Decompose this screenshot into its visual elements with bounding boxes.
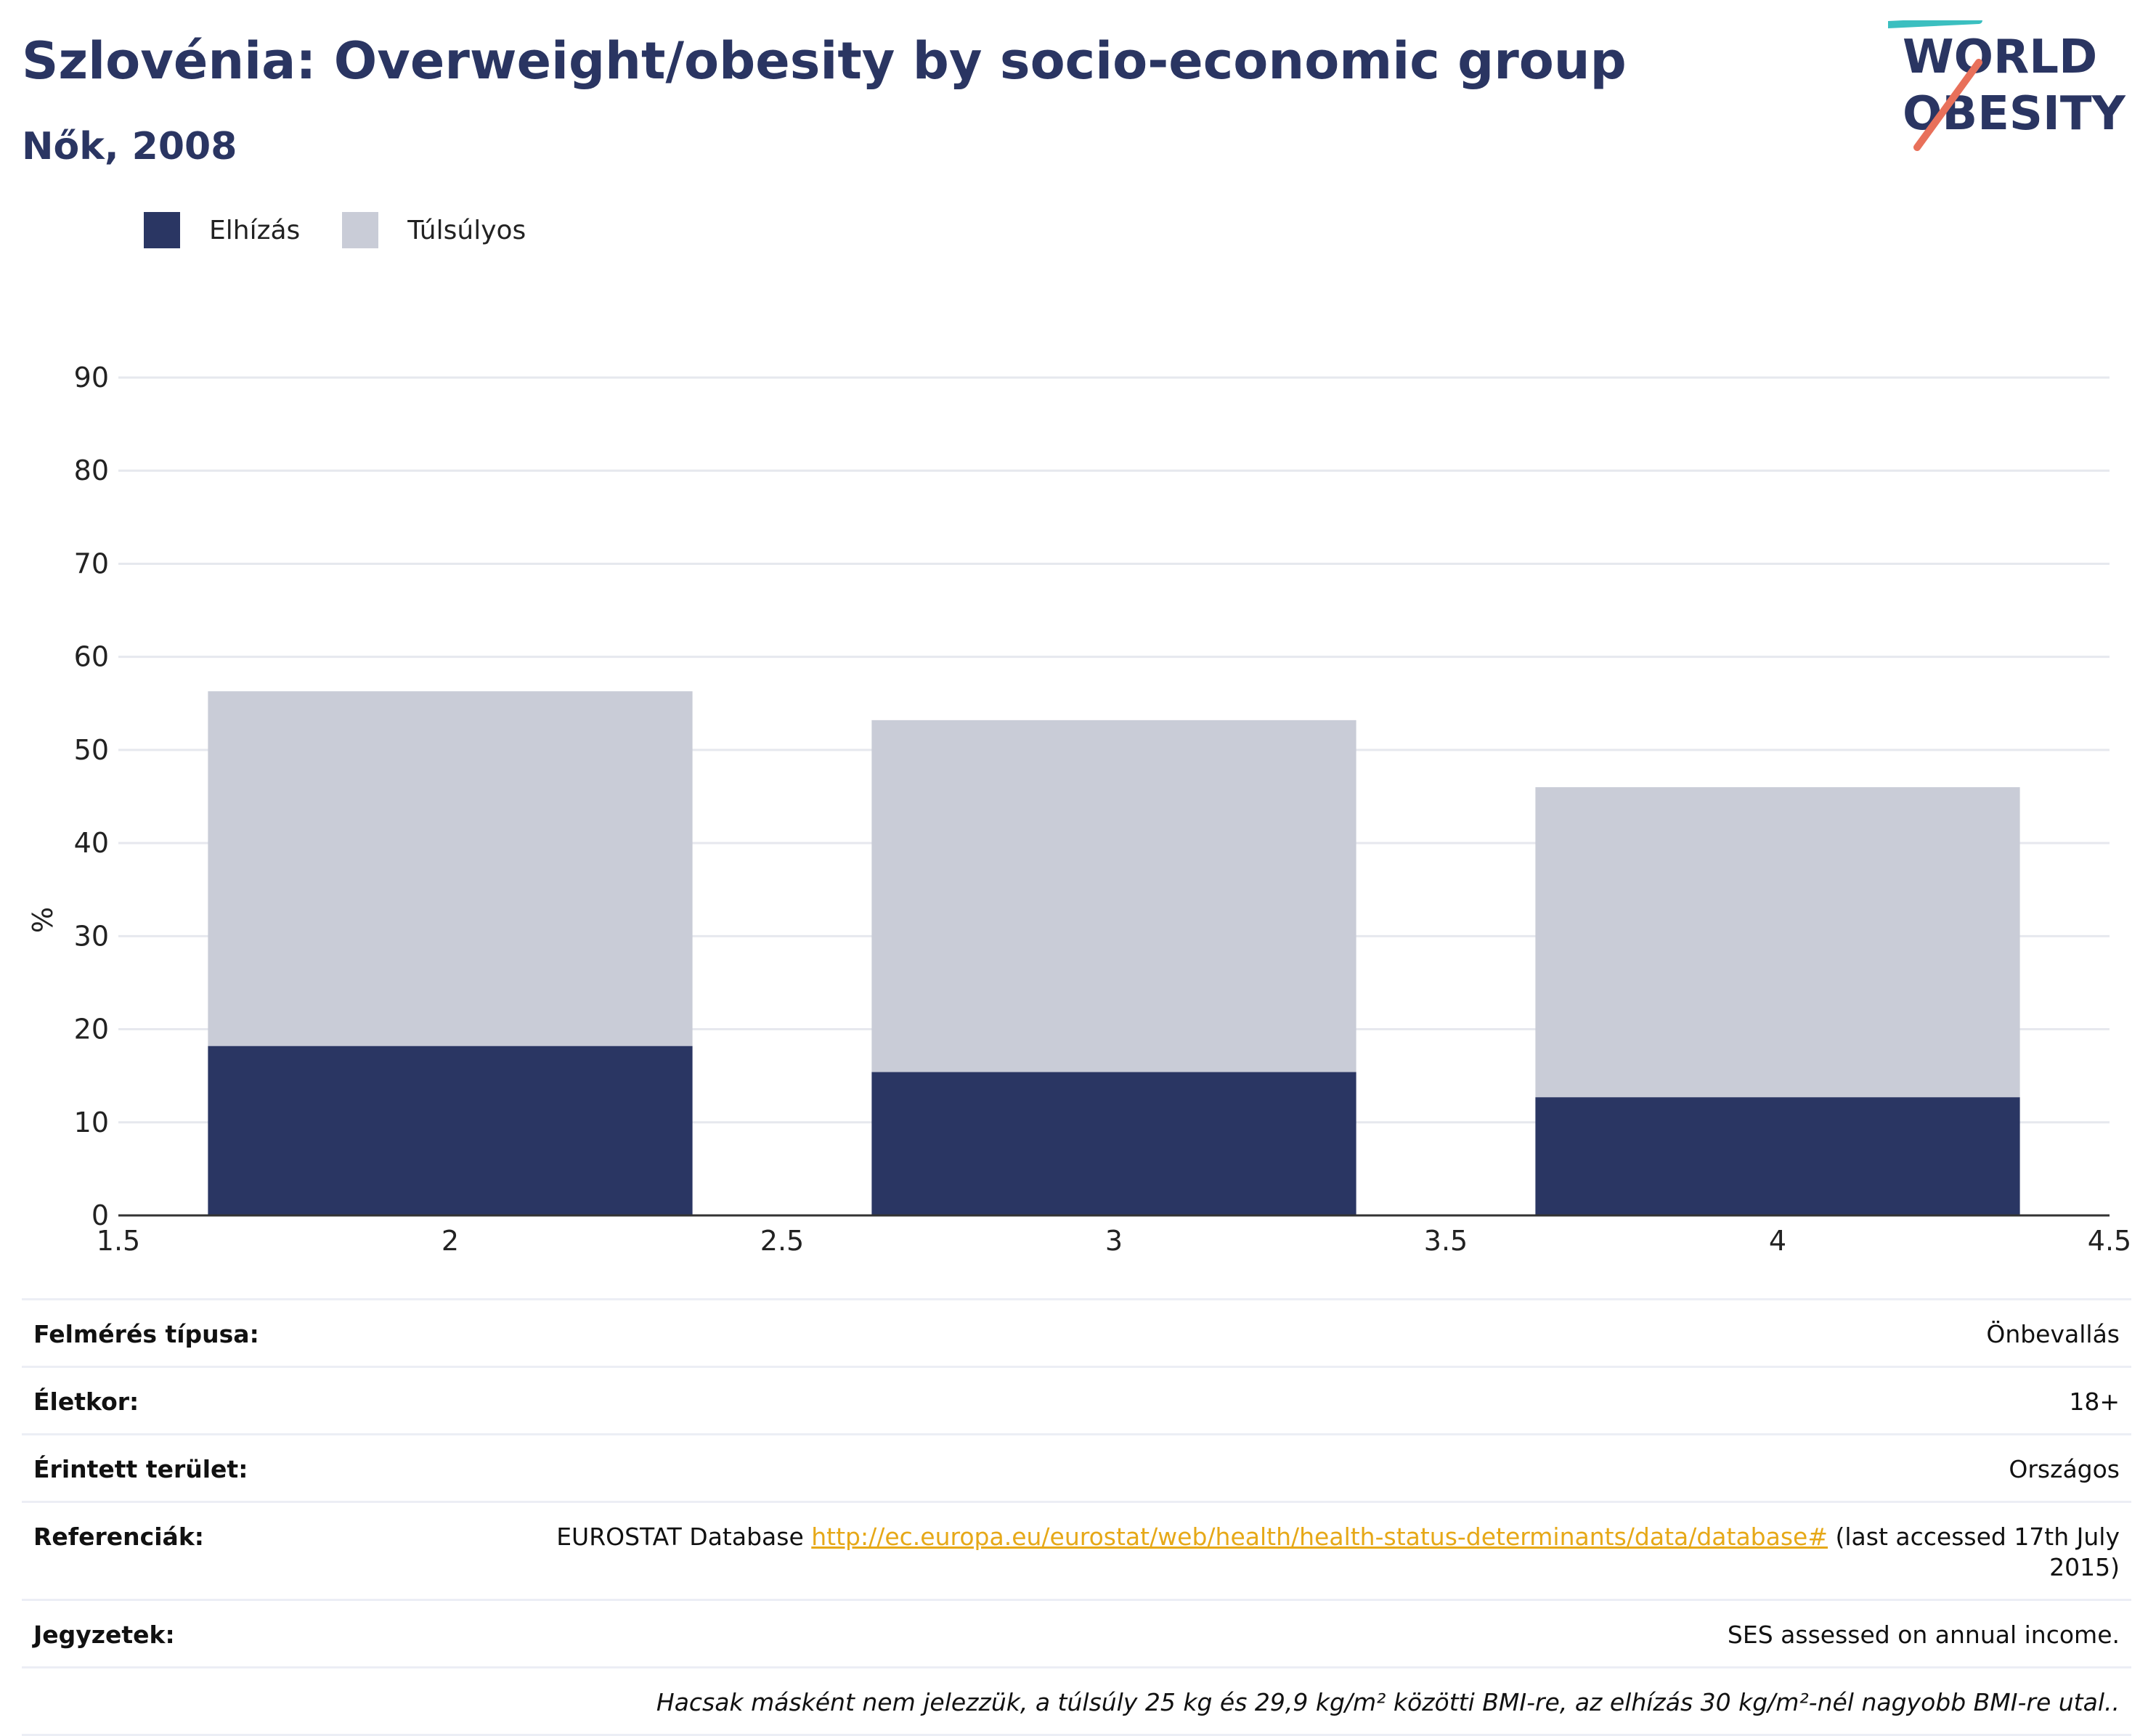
notes-value: SES assessed on annual income.: [1727, 1621, 2120, 1649]
y-tick-label: 90: [74, 362, 109, 394]
bar-overweight[interactable]: [208, 691, 693, 1046]
y-tick-label: 80: [74, 455, 109, 486]
references-value: EUROSTAT Database http://ec.europa.eu/eu…: [522, 1522, 2120, 1583]
chart-legend: Elhízás Túlsúlyos: [144, 212, 568, 248]
legend-label-obesity: Elhízás: [209, 215, 301, 245]
info-row-references: Referenciák: EUROSTAT Database http://ec…: [22, 1503, 2131, 1601]
y-tick-label: 50: [74, 734, 109, 766]
info-row-age: Életkor: 18+: [22, 1368, 2131, 1435]
references-label: Referenciák:: [33, 1523, 204, 1551]
y-tick-label: 30: [74, 920, 109, 952]
info-row-notes: Jegyzetek: SES assessed on annual income…: [22, 1601, 2131, 1668]
y-tick-label: 10: [74, 1107, 109, 1138]
bar-chart: 0 10 20 30 40 50 60 70 80 90 1.5 2 2.5 3 3.5 4 4.5 %: [27, 362, 2132, 1257]
notes-label: Jegyzetek:: [33, 1621, 175, 1649]
chart-title: Szlovénia: Overweight/obesity by socio-e…: [22, 31, 1627, 91]
bar-obesity[interactable]: [871, 1072, 1356, 1215]
info-row-footnote: Hacsak másként nem jelezzük, a túlsúly 2…: [22, 1668, 2131, 1736]
x-tick-label: 4: [1769, 1225, 1786, 1257]
logo-line2: OBESITY: [1903, 87, 2125, 141]
info-table: Felmérés típusa: Önbevallás Életkor: 18+…: [22, 1298, 2131, 1736]
logo-line1: WORLD: [1903, 30, 2097, 84]
survey-type-label: Felmérés típusa:: [33, 1320, 259, 1348]
y-tick-label: 60: [74, 641, 109, 673]
survey-type-value: Önbevallás: [1986, 1320, 2120, 1348]
area-value: Országos: [2009, 1455, 2120, 1483]
legend-swatch-overweight: [342, 212, 379, 248]
x-tick-label: 3: [1105, 1225, 1123, 1257]
world-obesity-logo: WORLD OBESITY: [1888, 20, 2125, 151]
bar-obesity[interactable]: [1535, 1097, 2020, 1215]
area-label: Érintett terület:: [33, 1455, 248, 1483]
info-row-survey-type: Felmérés típusa: Önbevallás: [22, 1300, 2131, 1368]
age-label: Életkor:: [33, 1387, 139, 1416]
legend-item-obesity[interactable]: Elhízás: [144, 212, 300, 248]
x-tick-label: 1.5: [97, 1225, 140, 1257]
references-prefix: EUROSTAT Database: [556, 1523, 812, 1551]
axes: 0 10 20 30 40 50 60 70 80 90 1.5 2 2.5 3 3.5 4 4.5: [74, 362, 2132, 1257]
references-link[interactable]: http://ec.europa.eu/eurostat/web/health/…: [811, 1523, 1828, 1551]
info-row-area: Érintett terület: Országos: [22, 1435, 2131, 1503]
y-axis-label: %: [27, 907, 59, 933]
y-tick-label: 70: [74, 547, 109, 579]
y-tick-label: 0: [91, 1199, 109, 1231]
y-tick-label: 20: [74, 1014, 109, 1046]
y-tick-label: 40: [74, 827, 109, 859]
bars: [208, 691, 2020, 1215]
x-tick-label: 3.5: [1424, 1225, 1468, 1257]
x-tick-label: 2.5: [760, 1225, 804, 1257]
age-value: 18+: [2069, 1387, 2120, 1416]
x-tick-label: 2: [442, 1225, 459, 1257]
legend-label-overweight: Túlsúlyos: [407, 215, 526, 245]
legend-swatch-obesity: [144, 212, 180, 248]
references-suffix: (last accessed 17th July 2015): [1828, 1523, 2120, 1581]
bar-overweight[interactable]: [1535, 787, 2020, 1098]
bar-overweight[interactable]: [871, 720, 1356, 1072]
bar-obesity[interactable]: [208, 1046, 693, 1215]
legend-item-overweight[interactable]: Túlsúlyos: [342, 212, 526, 248]
chart-subtitle: Nők, 2008: [22, 125, 237, 168]
x-tick-label: 4.5: [2088, 1225, 2131, 1257]
footnote-text: Hacsak másként nem jelezzük, a túlsúly 2…: [656, 1688, 2120, 1716]
